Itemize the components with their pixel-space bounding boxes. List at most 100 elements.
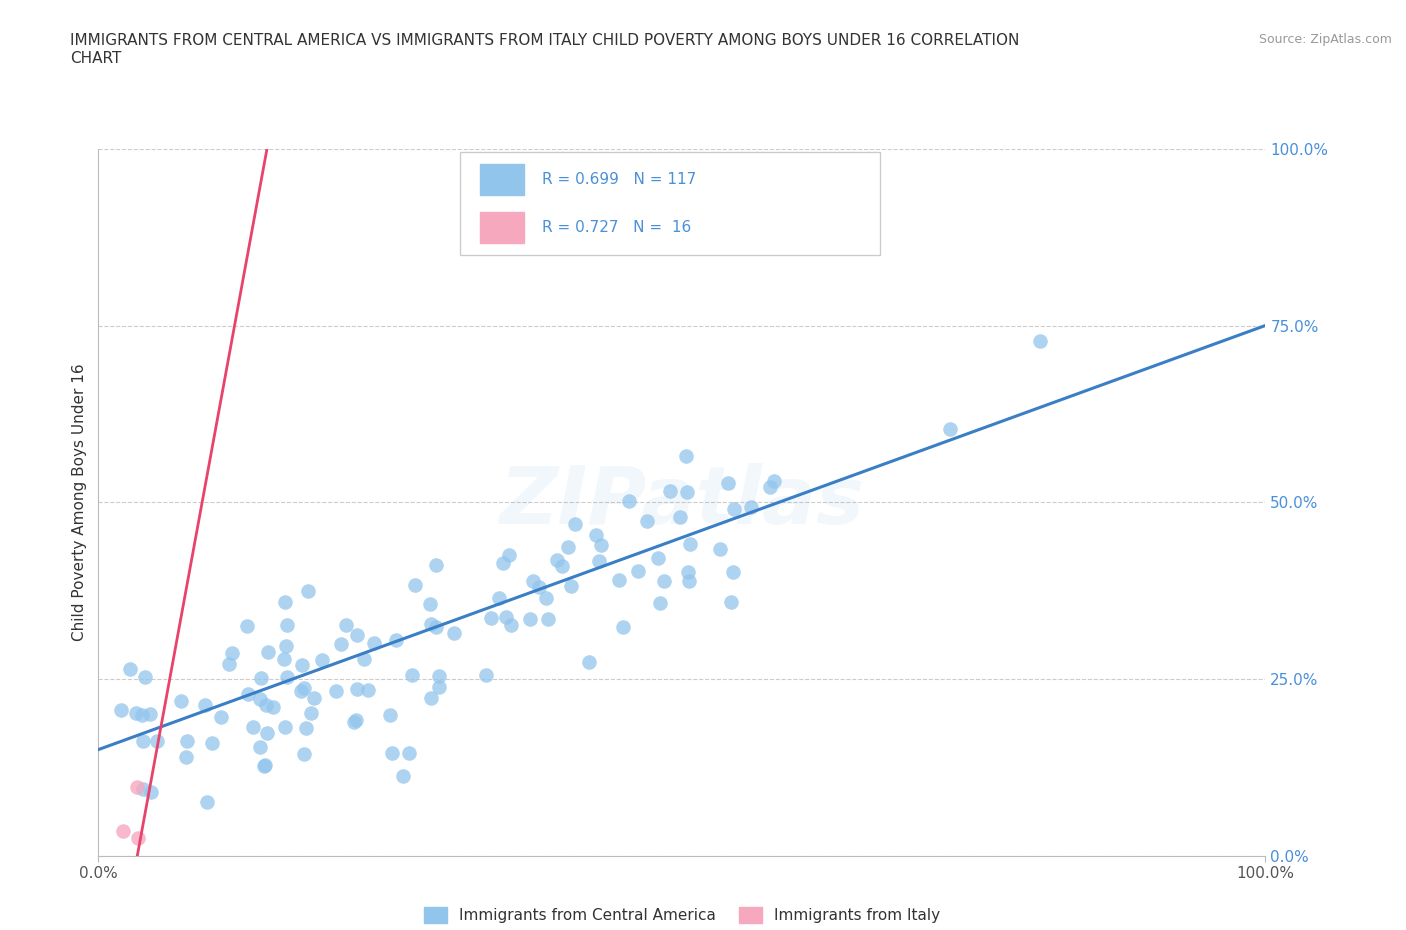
Point — [343, 714, 366, 729]
Point — [146, 733, 169, 748]
Point — [498, 548, 520, 563]
Point — [91, 879, 114, 894]
Point — [176, 733, 198, 748]
Point — [104, 884, 127, 898]
Point — [141, 785, 163, 800]
Legend: Immigrants from Central America, Immigrants from Italy: Immigrants from Central America, Immigra… — [418, 901, 946, 929]
Bar — [479, 212, 524, 243]
Point — [291, 658, 314, 673]
Point — [250, 671, 273, 685]
Point — [363, 635, 385, 650]
Point — [647, 551, 669, 565]
Point — [652, 573, 675, 588]
Point — [678, 574, 700, 589]
Point — [427, 679, 450, 694]
Point — [501, 618, 523, 632]
Point — [519, 612, 541, 627]
Point — [612, 619, 634, 634]
Point — [679, 537, 702, 551]
Point — [295, 721, 318, 736]
Point — [276, 670, 298, 684]
Point — [329, 637, 352, 652]
Point — [253, 758, 276, 773]
Point — [218, 657, 240, 671]
Point — [723, 502, 745, 517]
Text: R = 0.699   N = 117: R = 0.699 N = 117 — [541, 172, 696, 187]
Point — [607, 573, 630, 588]
Point — [256, 644, 278, 659]
Point — [536, 591, 558, 605]
Point — [174, 750, 197, 764]
Point — [138, 706, 160, 721]
Point — [588, 553, 610, 568]
Point — [676, 485, 699, 499]
Point — [762, 473, 785, 488]
Point — [209, 710, 232, 724]
Point — [636, 513, 658, 528]
Point — [274, 594, 297, 609]
Text: ZIPatlas: ZIPatlas — [499, 463, 865, 541]
Point — [627, 564, 650, 578]
Point — [648, 595, 671, 610]
Point — [617, 493, 640, 508]
Point — [346, 681, 368, 696]
Point — [939, 421, 962, 436]
Point — [740, 499, 762, 514]
Point — [551, 559, 574, 574]
Point — [380, 746, 402, 761]
Point — [557, 539, 579, 554]
Point — [89, 884, 111, 898]
Point — [110, 702, 132, 717]
Point — [427, 669, 450, 684]
Point — [242, 720, 264, 735]
Point — [236, 619, 259, 634]
Point — [94, 884, 117, 898]
Point — [404, 578, 426, 592]
Point — [292, 747, 315, 762]
Point — [111, 823, 134, 838]
Point — [131, 707, 153, 722]
Point — [302, 691, 325, 706]
Point — [120, 661, 142, 676]
Point — [236, 686, 259, 701]
Point — [299, 706, 322, 721]
Point — [709, 542, 731, 557]
Point — [425, 619, 447, 634]
Point — [100, 884, 122, 898]
Point — [249, 739, 271, 754]
Point — [325, 684, 347, 698]
Point — [90, 884, 112, 898]
Point — [491, 555, 513, 570]
Point — [495, 609, 517, 624]
Point — [125, 705, 148, 720]
Point — [419, 597, 441, 612]
Point — [134, 670, 156, 684]
Point — [195, 794, 218, 809]
Point — [1028, 333, 1050, 348]
Point — [717, 475, 740, 490]
Point — [311, 653, 333, 668]
Point — [97, 884, 120, 898]
Point — [91, 884, 114, 898]
Point — [221, 645, 243, 660]
Text: CHART: CHART — [70, 51, 122, 66]
Point — [385, 632, 408, 647]
Point — [276, 639, 298, 654]
Point — [94, 884, 117, 898]
Point — [479, 611, 502, 626]
Point — [475, 668, 498, 683]
Point — [290, 684, 312, 698]
Point — [297, 584, 319, 599]
Point — [658, 484, 681, 498]
Point — [292, 681, 315, 696]
Point — [488, 591, 510, 605]
Point — [91, 884, 114, 898]
Point — [560, 578, 582, 593]
Point — [335, 618, 357, 632]
Point — [97, 884, 120, 898]
Point — [249, 692, 271, 707]
Point — [720, 595, 742, 610]
Point — [723, 565, 745, 579]
Point — [758, 479, 780, 494]
Point — [537, 612, 560, 627]
